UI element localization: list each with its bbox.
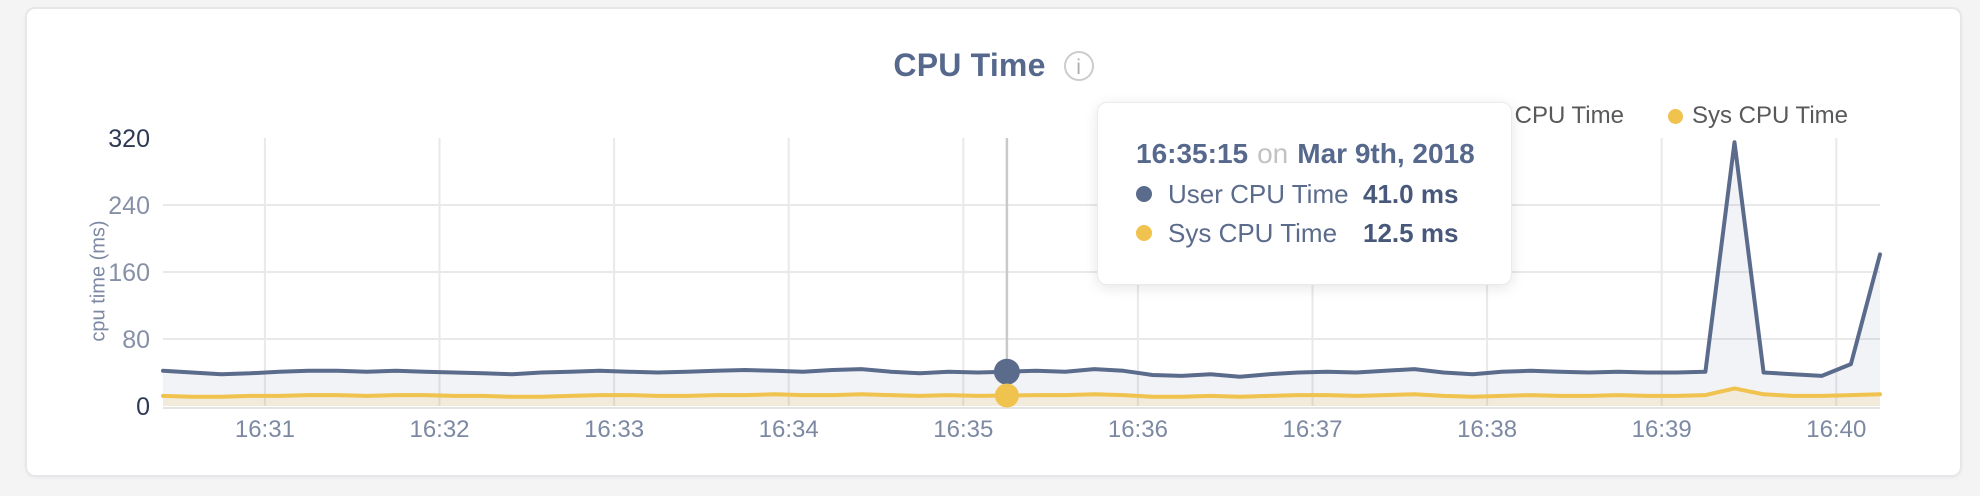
svg-text:320: 320: [108, 125, 150, 153]
tooltip-date: Mar 9th, 2018: [1297, 138, 1475, 169]
svg-text:16:31: 16:31: [235, 416, 295, 443]
svg-text:0: 0: [136, 393, 150, 421]
legend-label: Sys CPU Time: [1691, 102, 1848, 129]
sys-series-dot-icon: [1667, 108, 1683, 124]
cpu-time-chart-card: CPU Time i User CPU Time Sys CPU Time cp…: [25, 7, 1962, 477]
svg-text:16:37: 16:37: [1282, 416, 1342, 443]
chart-header: CPU Time i: [27, 47, 1960, 84]
hover-tooltip: 16:35:15 on Mar 9th, 2018 User CPU Time …: [1097, 102, 1512, 285]
svg-text:16:36: 16:36: [1108, 416, 1168, 443]
tooltip-row-sys: Sys CPU Time 12.5 ms: [1136, 219, 1481, 247]
tooltip-connector: on: [1257, 138, 1289, 169]
tooltip-row-user: User CPU Time 41.0 ms: [1136, 180, 1481, 208]
tooltip-timestamp: 16:35:15 on Mar 9th, 2018: [1136, 139, 1481, 169]
svg-text:160: 160: [108, 259, 150, 287]
user-series-dot-icon: [1136, 186, 1152, 202]
svg-text:16:34: 16:34: [759, 416, 819, 443]
legend-item-sys-cpu-time[interactable]: Sys CPU Time: [1667, 102, 1848, 130]
info-icon[interactable]: i: [1063, 50, 1094, 81]
svg-text:240: 240: [108, 192, 150, 220]
svg-text:16:40: 16:40: [1806, 416, 1866, 443]
tooltip-series-label: User CPU Time: [1168, 179, 1349, 209]
tooltip-time: 16:35:15: [1136, 138, 1249, 169]
svg-text:16:38: 16:38: [1457, 416, 1517, 443]
svg-text:16:39: 16:39: [1632, 416, 1692, 443]
tooltip-series-value: 12.5 ms: [1363, 218, 1459, 248]
chart-title: CPU Time: [893, 47, 1046, 83]
svg-text:16:35: 16:35: [933, 416, 993, 443]
tooltip-series-value: 41.0 ms: [1363, 179, 1459, 209]
svg-text:16:33: 16:33: [584, 416, 644, 443]
svg-text:80: 80: [122, 326, 150, 354]
svg-text:16:32: 16:32: [409, 416, 469, 443]
tooltip-series-label: Sys CPU Time: [1168, 218, 1338, 248]
sys-series-dot-icon: [1136, 225, 1152, 241]
